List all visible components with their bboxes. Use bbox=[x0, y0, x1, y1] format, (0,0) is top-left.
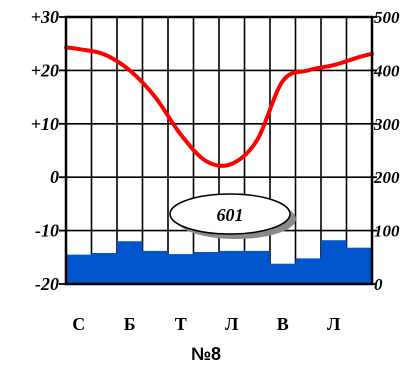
precipitation-bar bbox=[142, 250, 168, 284]
precip-ellipse bbox=[169, 193, 291, 235]
precipitation-bar bbox=[270, 263, 296, 284]
plot-border bbox=[64, 15, 374, 286]
annual-precipitation-label: 601 bbox=[169, 193, 296, 239]
annual-precipitation-value: 601 bbox=[217, 205, 244, 225]
precipitation-bar bbox=[219, 250, 245, 284]
precipitation-bar bbox=[117, 241, 143, 284]
month-label: Л bbox=[225, 314, 239, 334]
right-tick-label: 300 bbox=[373, 115, 400, 134]
left-tick-label: +30 bbox=[31, 7, 59, 27]
precipitation-bar bbox=[66, 254, 92, 284]
precipitation-bar bbox=[244, 250, 270, 284]
precipitation-bar bbox=[321, 240, 347, 284]
temperature-line-group bbox=[64, 45, 374, 168]
right-tick-label: 400 bbox=[373, 61, 400, 80]
right-tick-label: 0 bbox=[374, 275, 383, 294]
left-tick-label: +10 bbox=[31, 114, 59, 134]
month-label: Л bbox=[327, 314, 341, 334]
right-tick-label: 200 bbox=[373, 168, 400, 187]
left-tick-label: -20 bbox=[35, 274, 59, 294]
precipitation-bar bbox=[168, 254, 194, 284]
month-label: В bbox=[277, 314, 289, 334]
precipitation-bars bbox=[66, 240, 372, 284]
left-tick-label: +20 bbox=[31, 60, 59, 80]
precipitation-bar bbox=[346, 247, 372, 284]
temperature-line bbox=[64, 45, 374, 168]
right-axis-ticks: 500 400 300 200 100 0 bbox=[372, 8, 400, 294]
left-tick-label: 0 bbox=[50, 167, 59, 187]
left-axis-ticks: +30 +20 +10 0 -10 -20 bbox=[31, 7, 66, 294]
month-label: Б bbox=[124, 314, 136, 334]
precipitation-bar bbox=[193, 251, 219, 284]
right-tick-label: 100 bbox=[374, 222, 400, 241]
plot-frame bbox=[64, 15, 374, 286]
right-tick-label: 500 bbox=[374, 8, 400, 27]
chart-number: №8 bbox=[190, 344, 222, 364]
month-label: С bbox=[72, 314, 85, 334]
month-label: Т bbox=[175, 314, 187, 334]
precipitation-bar bbox=[91, 253, 117, 284]
precipitation-bar bbox=[295, 258, 321, 284]
left-tick-label: -10 bbox=[35, 221, 59, 241]
